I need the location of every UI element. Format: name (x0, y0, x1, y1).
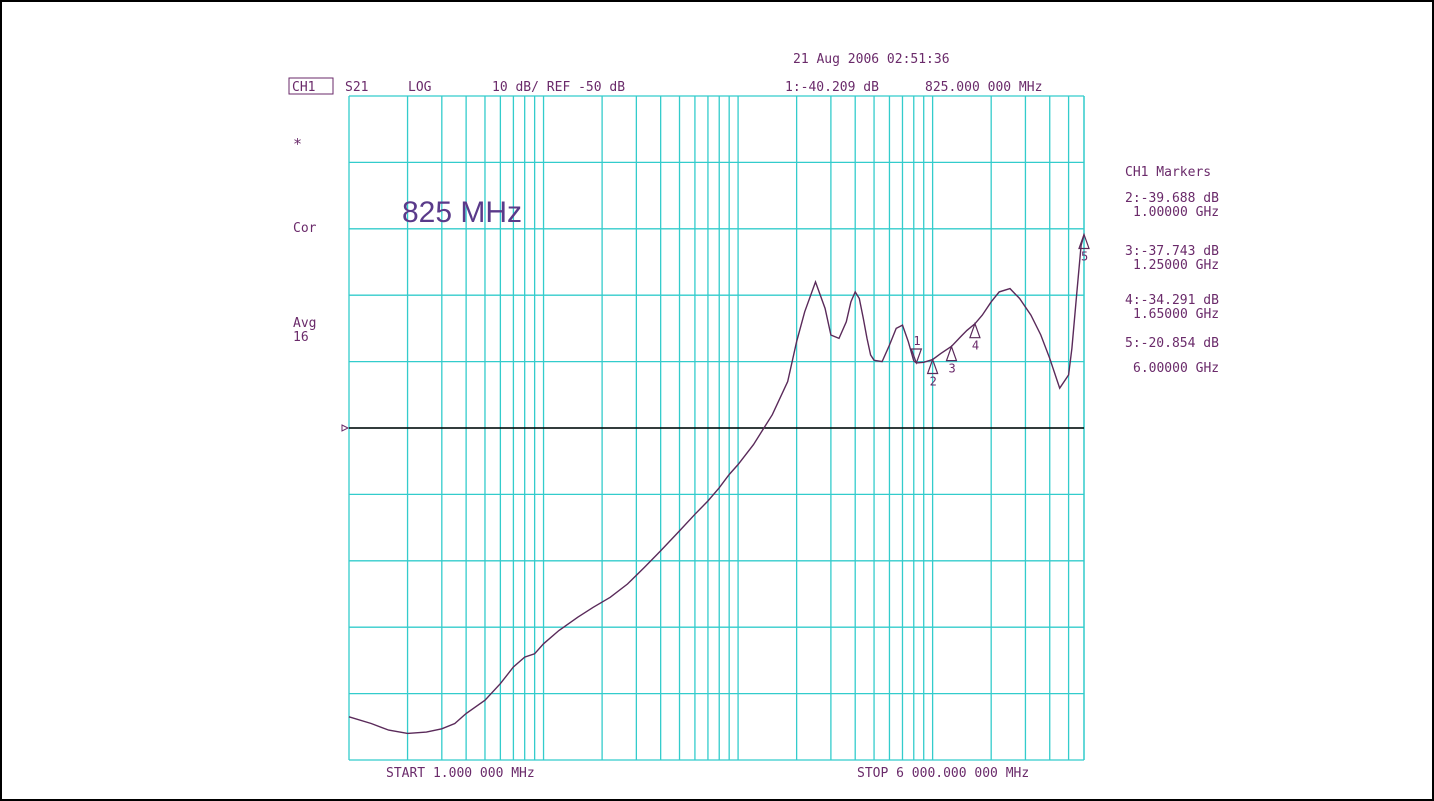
active-marker-freq: 825.000 000 MHz (925, 80, 1042, 95)
correction-label: Cor (293, 221, 317, 236)
marker-2-label: 2 (930, 375, 937, 389)
marker-5-value: 5:-20.854 dB (1125, 336, 1219, 351)
active-marker-value: 1:-40.209 dB (785, 80, 879, 95)
datetime-label: 21 Aug 2006 02:51:36 (793, 52, 950, 67)
big-frequency-label: 825 MHz (402, 196, 522, 229)
channel-box (288, 77, 334, 95)
marker-3-label: 3 (948, 362, 955, 376)
marker-3-triangle (945, 344, 958, 362)
marker-5-triangle (1078, 232, 1090, 250)
marker-2-freq: 1.00000 GHz (1133, 205, 1219, 220)
parameter-label: S21 (345, 80, 368, 95)
marker-2-triangle (926, 357, 939, 375)
marker-4-value: 4:-34.291 dB (1125, 293, 1219, 308)
marker-4-triangle (969, 321, 981, 339)
stop-frequency: STOP 6 000.000 000 MHz (857, 766, 1029, 781)
reference-arrow-icon (341, 424, 350, 432)
s21-trace (348, 234, 1085, 735)
marker-3-freq: 1.25000 GHz (1133, 258, 1219, 273)
marker-3-value: 3:-37.743 dB (1125, 244, 1219, 259)
start-frequency: START 1.000 000 MHz (386, 766, 535, 781)
marker-4-freq: 1.65000 GHz (1133, 307, 1219, 322)
marker-5-label: 5 (1081, 249, 1088, 263)
marker-panel-title: CH1 Markers (1125, 165, 1211, 180)
marker-2-value: 2:-39.688 dB (1125, 191, 1219, 206)
channel-label: CH1 (292, 80, 315, 95)
scale-label: 10 dB/ REF -50 dB (492, 80, 625, 95)
marker-5-freq: 6.00000 GHz (1133, 361, 1219, 376)
format-label: LOG (408, 80, 432, 95)
asterisk-indicator: * (293, 135, 302, 153)
marker-1-triangle (910, 348, 923, 365)
marker-1-label: 1 (913, 334, 920, 348)
marker-4-label: 4 (972, 339, 979, 353)
avg-label: Avg (293, 316, 316, 331)
avg-count: 16 (293, 330, 309, 345)
